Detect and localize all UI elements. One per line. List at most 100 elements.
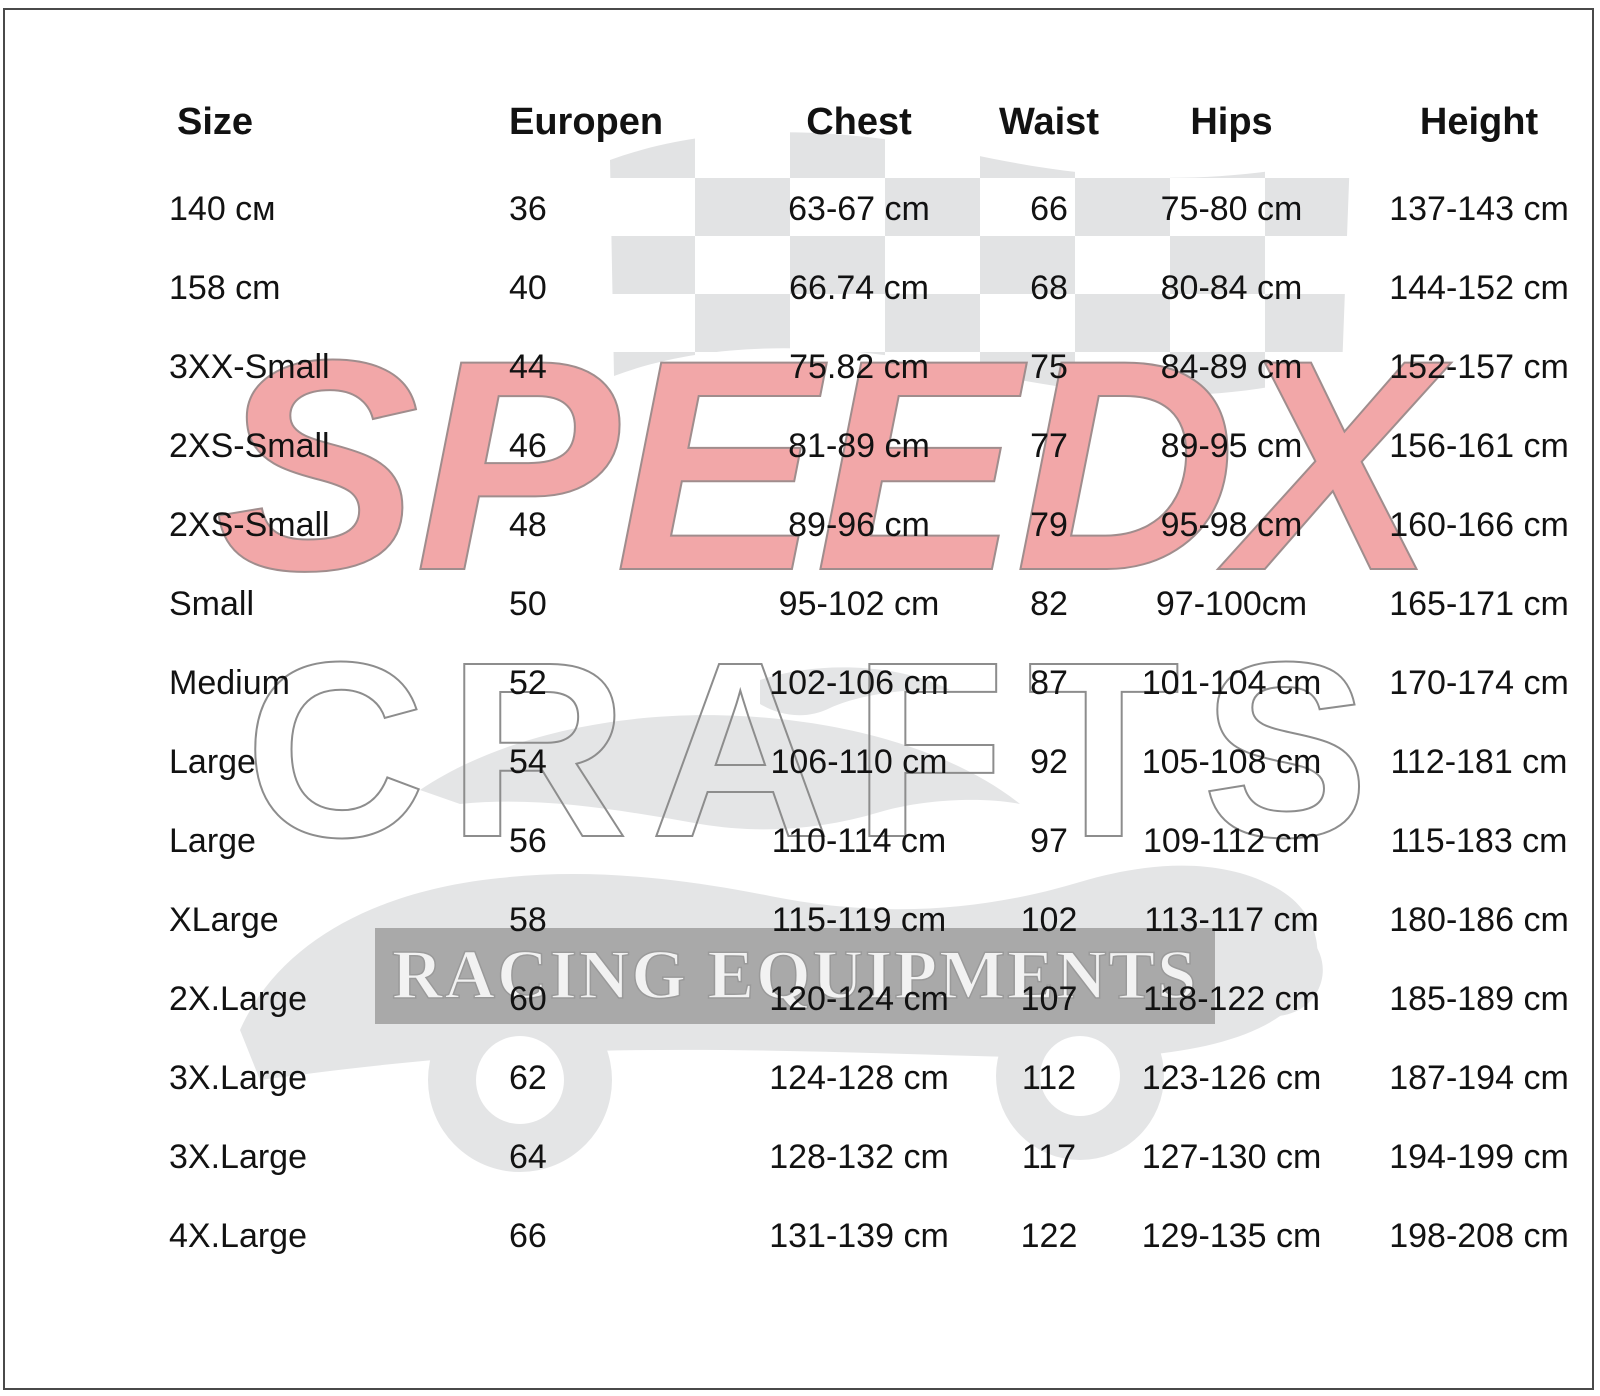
cell-height: 180-186 cm <box>1389 901 1569 939</box>
table-row: Small 50 95-102 cm 82 97-100cm 165-171 cm <box>155 565 1600 644</box>
cell-height: 112-181 cm <box>1390 743 1568 781</box>
cell-chest: 102-106 cm <box>769 664 949 702</box>
cell-waist: 97 <box>1030 822 1068 860</box>
header-row: Size Europen Chest Waist Hips Height <box>155 82 1600 170</box>
cell-chest: 89-96 cm <box>788 506 930 544</box>
cell-hips: 118-122 cm <box>1142 980 1321 1018</box>
cell-hips: 129-135 cm <box>1141 1217 1322 1255</box>
size-chart-table: Size Europen Chest Waist Hips Height 140… <box>155 82 1600 1276</box>
cell-waist: 79 <box>1030 506 1068 544</box>
cell-waist: 66 <box>1030 190 1068 228</box>
cell-europen: 52 <box>509 664 547 702</box>
cell-size: 4X.Large <box>169 1217 307 1255</box>
cell-height: 152-157 cm <box>1389 348 1569 386</box>
cell-chest: 131-139 cm <box>769 1217 949 1255</box>
cell-chest: 106-110 cm <box>770 743 948 781</box>
cell-europen: 44 <box>509 348 547 386</box>
cell-chest: 75.82 cm <box>789 348 929 386</box>
cell-hips: 105-108 cm <box>1141 743 1322 781</box>
cell-height: 115-183 cm <box>1390 822 1568 860</box>
header-europen: Europen <box>509 100 664 143</box>
cell-height: 185-189 cm <box>1389 980 1569 1018</box>
crafts-wordmark-watermark: CRAFTS <box>244 609 1391 890</box>
cell-chest: 124-128 cm <box>769 1059 949 1097</box>
cell-waist: 92 <box>1030 743 1068 781</box>
cell-height: 187-194 cm <box>1389 1059 1569 1097</box>
cell-europen: 54 <box>509 743 547 781</box>
cell-size: Small <box>169 585 255 623</box>
table-row: 4X.Large 66 131-139 cm 122 129-135 cm 198-208… <box>155 1197 1600 1276</box>
cell-europen: 46 <box>509 427 547 465</box>
cell-size: Large <box>169 743 256 781</box>
cell-europen: 66 <box>509 1217 547 1255</box>
cell-europen: 62 <box>509 1059 547 1097</box>
header-height: Height <box>1419 100 1539 143</box>
cell-size: 2X.Large <box>169 980 307 1018</box>
cell-hips: 75-80 cm <box>1160 190 1303 228</box>
cell-size: 2XS-Small <box>169 506 330 544</box>
cell-height: 137-143 cm <box>1389 190 1569 228</box>
cell-waist: 107 <box>1020 980 1078 1018</box>
header-size: Size <box>177 100 254 143</box>
cell-size: XLarge <box>169 901 279 939</box>
cell-waist: 112 <box>1021 1059 1077 1097</box>
size-table-head: Size Europen Chest Waist Hips Height <box>155 82 1600 170</box>
cell-hips: 127-130 cm <box>1141 1138 1322 1176</box>
table-row: 3X.Large 64 128-132 cm 117 127-130 cm 194-199… <box>155 1118 1600 1197</box>
table-row: Large 54 106-110 cm 92 105-108 cm 112-181 cm <box>155 723 1600 802</box>
cell-waist: 68 <box>1030 269 1068 307</box>
cell-europen: 36 <box>509 190 547 228</box>
cell-europen: 64 <box>509 1138 547 1176</box>
table-row: 2XS-Small 48 89-96 cm 79 95-98 cm 160-166 cm <box>155 486 1600 565</box>
cell-height: 165-171 cm <box>1389 585 1569 623</box>
cell-hips: 80-84 cm <box>1160 269 1303 307</box>
cell-chest: 120-124 cm <box>769 980 949 1018</box>
table-row: 3X.Large 62 124-128 cm 112 123-126 cm 187-194… <box>155 1039 1600 1118</box>
cell-size: 3X.Large <box>169 1138 307 1176</box>
table-row: Large 56 110-114 cm 97 109-112 cm 115-183 cm <box>155 802 1600 881</box>
cell-chest: 128-132 cm <box>769 1138 949 1176</box>
table-row: XLarge 58 115-119 cm 102 113-117 cm 180-186 c… <box>155 881 1600 960</box>
table-row: 158 cm 40 66.74 cm 68 80-84 cm 144-152 cm <box>155 249 1600 328</box>
cell-height: 160-166 cm <box>1389 506 1569 544</box>
cell-waist: 82 <box>1030 585 1068 623</box>
cell-hips: 123-126 cm <box>1141 1059 1322 1097</box>
header-hips: Hips <box>1190 100 1273 143</box>
cell-europen: 60 <box>509 980 547 1018</box>
header-chest: Chest <box>806 100 912 143</box>
cell-size: 3XX-Small <box>169 348 330 386</box>
cell-europen: 48 <box>509 506 547 544</box>
table-row: 2X.Large 60 120-124 cm 107 118-122 cm 185-189… <box>155 960 1600 1039</box>
cell-height: 144-152 cm <box>1389 269 1569 307</box>
cell-size: 3X.Large <box>169 1059 307 1097</box>
cell-europen: 40 <box>509 269 547 307</box>
racing-equipments-banner: RACING EQUIPMENTS <box>375 928 1215 1024</box>
cell-waist: 87 <box>1030 664 1068 702</box>
cell-chest: 115-119 cm <box>771 901 947 939</box>
checkered-flag-watermark <box>600 120 1360 480</box>
cell-waist: 117 <box>1021 1138 1077 1176</box>
size-table-body: 140 см 36 63-67 cm 66 75-80 cm 137-143 cm 158 … <box>155 170 1600 1276</box>
cell-hips: 89-95 cm <box>1160 427 1303 465</box>
table-row: 140 см 36 63-67 cm 66 75-80 cm 137-143 cm <box>155 170 1600 249</box>
cell-waist: 122 <box>1020 1217 1078 1255</box>
cell-size: 158 cm <box>169 269 281 307</box>
cell-size: 2XS-Small <box>169 427 330 465</box>
speedx-wordmark-watermark: SPEEDX <box>214 297 1437 633</box>
header-waist: Waist <box>999 100 1099 143</box>
table-row: 3XX-Small 44 75.82 cm 75 84-89 cm 152-157 cm <box>155 328 1600 407</box>
cell-europen: 58 <box>509 901 547 939</box>
cell-waist: 77 <box>1030 427 1068 465</box>
cell-hips: 97-100cm <box>1155 585 1308 623</box>
cell-size: 140 см <box>169 190 276 228</box>
cell-height: 170-174 cm <box>1389 664 1569 702</box>
cell-hips: 84-89 cm <box>1160 348 1303 386</box>
cell-hips: 101-104 cm <box>1141 664 1322 702</box>
cell-chest: 110-114 cm <box>771 822 947 860</box>
cell-waist: 102 <box>1020 901 1078 939</box>
cell-chest: 81-89 cm <box>788 427 930 465</box>
cell-chest: 95-102 cm <box>778 585 940 623</box>
